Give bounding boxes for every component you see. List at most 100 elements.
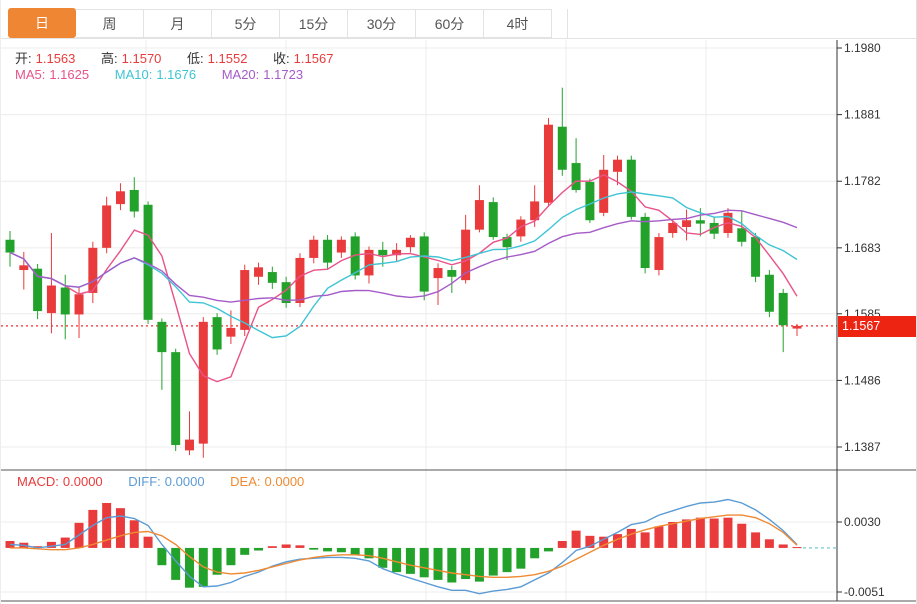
candle-body (778, 292, 788, 326)
macd-hist-bar (102, 502, 112, 548)
candle-body (115, 191, 125, 205)
dea-label: DEA: (230, 474, 261, 489)
macd-hist-bar (543, 547, 553, 552)
high-value: 1.1570 (121, 51, 162, 66)
macd-hist-bar (336, 547, 346, 553)
dea-value: 0.0000 (264, 474, 305, 489)
macd-hist-bar (654, 526, 664, 548)
candle-body (543, 124, 553, 203)
candle-body (695, 220, 705, 224)
diff-line (9, 498, 798, 595)
candle-body (281, 282, 291, 304)
macd-hist-bar (5, 541, 15, 548)
macd-hist-bar (240, 547, 250, 555)
candle-body (102, 205, 112, 248)
candle-body (516, 219, 526, 237)
tab-month[interactable]: 月 (144, 9, 212, 38)
candle-body (5, 239, 15, 253)
candle-body (654, 237, 664, 271)
price-axis-label: 1.1881 (844, 108, 881, 122)
candle-body (668, 222, 678, 234)
macd-hist-bar (626, 528, 636, 548)
macd-hist-bar (364, 547, 374, 559)
candle-body (171, 352, 181, 445)
macd-axis-label: -0.0051 (844, 585, 885, 599)
candle-body (46, 285, 56, 314)
tab-5min[interactable]: 5分 (212, 9, 280, 38)
macd-hist-bar (778, 544, 788, 548)
candle-body (60, 287, 70, 315)
ma5-label: MA5: (15, 67, 46, 82)
tabbar-underline (1, 38, 916, 39)
macd-hist-bar (668, 522, 678, 548)
macd-hist-bar (571, 530, 581, 548)
tab-60min[interactable]: 60分 (416, 9, 484, 38)
candle-body (88, 247, 98, 293)
candle-body (143, 204, 153, 320)
macd-hist-bar (488, 547, 498, 576)
tab-30min[interactable]: 30分 (348, 9, 416, 38)
macd-hist-bar (115, 508, 125, 548)
price-axis-label: 1.1980 (844, 41, 881, 55)
ma10-line (9, 191, 798, 339)
candle-body (392, 249, 402, 256)
macd-hist-bar (392, 547, 402, 573)
candle-body (792, 325, 802, 329)
macd-hist-bar (461, 547, 471, 580)
low-value: 1.1552 (207, 51, 248, 66)
tab-week[interactable]: 周 (76, 9, 144, 38)
macd-hist-bar (516, 547, 526, 569)
macd-hist-bar (695, 517, 705, 548)
price-axis-label: 1.1486 (844, 373, 881, 387)
macd-label: MACD: (17, 474, 59, 489)
diff-value: 0.0000 (164, 474, 205, 489)
candle-body (184, 439, 194, 451)
macd-hist-bar (267, 546, 277, 548)
macd-hist-bar (323, 547, 333, 552)
macd-hist-bar (129, 520, 139, 548)
candle-body (323, 239, 333, 263)
candle-body (751, 237, 761, 277)
ma10-label: MA10: (114, 67, 153, 82)
ma20-value: 1.1723 (263, 67, 304, 82)
ma20-label: MA20: (221, 67, 260, 82)
diff-label: DIFF: (128, 474, 161, 489)
open-value: 1.1563 (35, 51, 76, 66)
candle-body (212, 317, 222, 350)
candle-body (447, 270, 457, 277)
price-axis-label: 1.1782 (844, 174, 881, 188)
macd-legend: MACD: 0.0000 DIFF: 0.0000 DEA: 0.0000 (17, 474, 308, 489)
macd-hist-bar (557, 541, 567, 548)
candle-body (433, 268, 443, 279)
macd-hist-bar (737, 523, 747, 548)
candle-body (33, 268, 43, 312)
macd-hist-bar (184, 547, 194, 588)
price-axis-label: 1.1387 (844, 440, 881, 454)
candle-body (613, 159, 623, 172)
candle-body (626, 159, 636, 217)
candle-body (364, 249, 374, 276)
candle-body (226, 327, 236, 337)
candle-body (129, 189, 139, 212)
candle-body (709, 222, 719, 234)
macd-hist-bar (599, 536, 609, 548)
last-price-badge: 1.1567 (838, 315, 916, 337)
candle-body (530, 201, 540, 221)
tab-15min[interactable]: 15分 (280, 9, 348, 38)
ma20-line (9, 209, 798, 303)
candle-body (295, 257, 305, 304)
macd-hist-bar (157, 547, 167, 566)
ohlc-legend: 开: 1.1563 高: 1.1570 低: 1.1552 收: 1.1567 (15, 48, 337, 67)
macd-hist-bar (171, 547, 181, 580)
tabbar-divider (567, 9, 568, 38)
macd-axis-label: 0.0030 (844, 515, 881, 529)
tab-day[interactable]: 日 (8, 8, 76, 38)
tab-4hour[interactable]: 4时 (484, 9, 552, 38)
macd-value: 0.0000 (62, 474, 103, 489)
candle-body (682, 220, 692, 227)
candle-body (474, 200, 484, 230)
candle-body (309, 239, 319, 258)
close-value: 1.1567 (293, 51, 334, 66)
